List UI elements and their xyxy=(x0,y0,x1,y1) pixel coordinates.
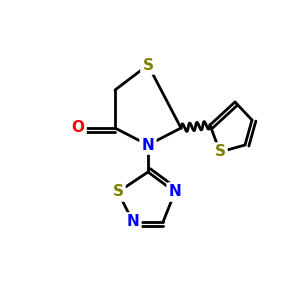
Text: O: O xyxy=(71,121,85,136)
Text: S: S xyxy=(142,58,154,73)
Text: N: N xyxy=(169,184,182,200)
Text: S: S xyxy=(214,145,226,160)
Text: N: N xyxy=(127,214,140,230)
Text: N: N xyxy=(142,137,154,152)
Text: S: S xyxy=(112,184,124,200)
